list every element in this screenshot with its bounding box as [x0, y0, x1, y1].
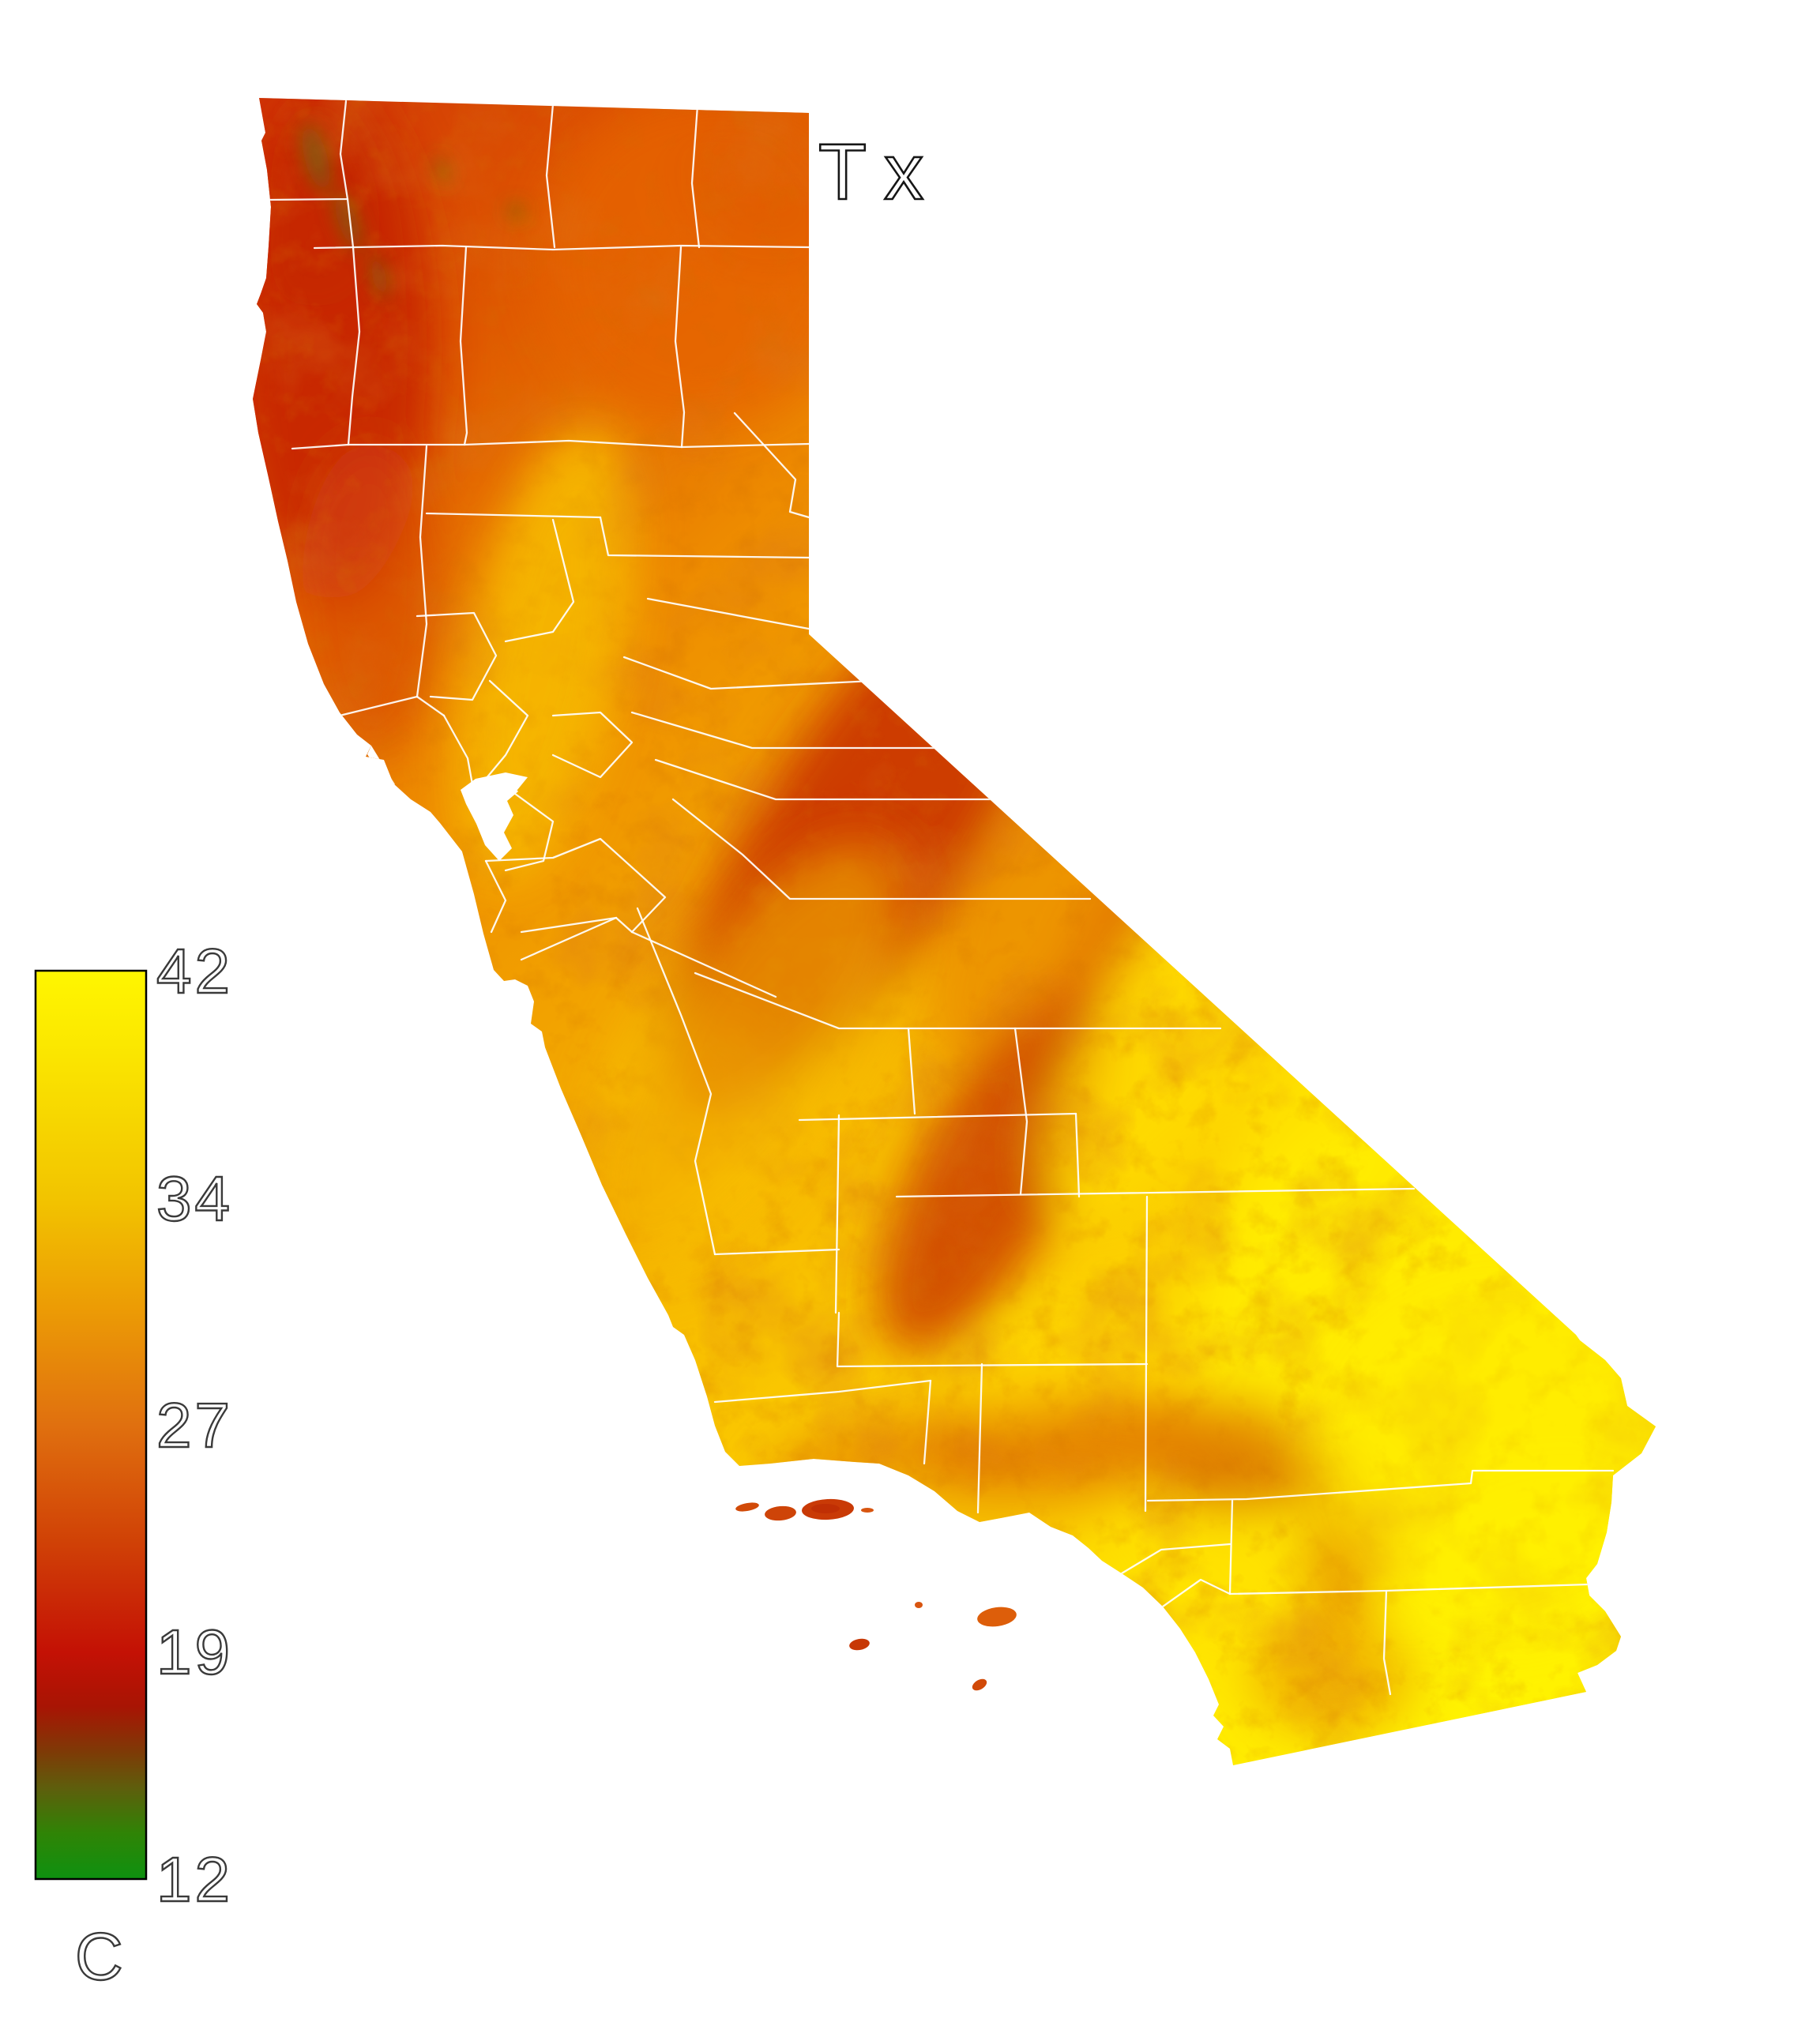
channel-islands [735, 1498, 1017, 1691]
colorbar-tick-12: 12 [156, 1844, 233, 1915]
map-title: Tx [818, 128, 941, 216]
santa-cruz-island-ridge [811, 1504, 840, 1513]
colorbar-tick-27: 27 [156, 1390, 233, 1460]
valley-smoothing [468, 446, 1656, 1651]
colorbar-tick-19: 19 [156, 1617, 233, 1687]
colorbar-unit-label: C [75, 1919, 126, 1994]
anacapa-island [861, 1508, 874, 1513]
colorbar-tick-42: 42 [156, 936, 233, 1006]
catalina-island [977, 1607, 1017, 1627]
san-nicolas-island [849, 1638, 870, 1651]
colorbar-gradient [34, 969, 148, 1881]
san-miguel-island [735, 1502, 759, 1512]
santa-rosa-island [765, 1505, 796, 1521]
santa-barbara-island [915, 1602, 923, 1608]
county-boundaries [267, 100, 1615, 1696]
forest-green-patches [302, 123, 524, 300]
colorbar-tick-34: 34 [156, 1163, 233, 1234]
san-francisco-bay [461, 779, 518, 861]
california-map [253, 98, 1656, 1765]
san-clemente-island [972, 1678, 987, 1691]
colorbar: 42 34 27 19 12 C [34, 935, 233, 1994]
